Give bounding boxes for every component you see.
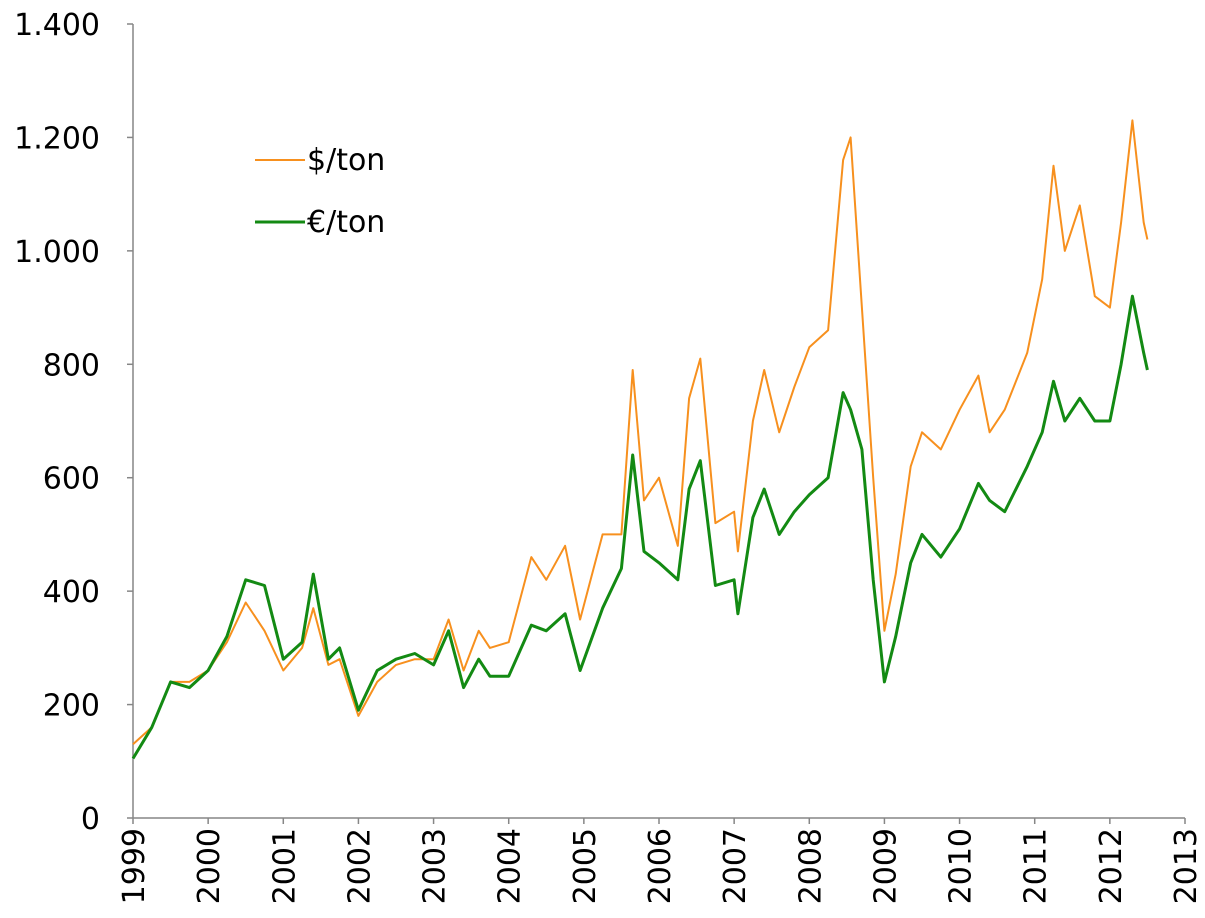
x-tick-label: 2011 (1019, 828, 1054, 904)
x-tick-label: 2000 (192, 828, 227, 904)
x-tick-label: 2010 (944, 828, 979, 904)
y-tick-label: 1.400 (14, 8, 100, 43)
y-tick-label: 0 (81, 802, 100, 837)
x-tick-label: 2003 (418, 828, 453, 904)
x-tick-label: 2005 (568, 828, 603, 904)
y-tick-label: 400 (43, 575, 100, 610)
legend-label: $/ton (307, 143, 385, 178)
x-tick-label: 2008 (793, 828, 828, 904)
x-tick-label: 2001 (267, 828, 302, 904)
x-tick-label: 2007 (718, 828, 753, 904)
x-tick-label: 2004 (493, 828, 528, 904)
x-tick-label: 2013 (1169, 828, 1204, 904)
y-tick-label: 600 (43, 462, 100, 497)
x-tick-label: 2012 (1094, 828, 1129, 904)
x-tick-label: 1999 (117, 828, 152, 904)
y-tick-label: 1.000 (14, 235, 100, 270)
line-series (132, 119, 1149, 746)
y-tick-label: 1.200 (14, 121, 100, 156)
line-series (131, 294, 1149, 760)
x-tick-label: 2002 (342, 828, 377, 904)
y-tick-label: 200 (43, 689, 100, 724)
y-tick-label: 800 (43, 348, 100, 383)
legend-label: €/ton (307, 205, 385, 240)
x-tick-label: 2006 (643, 828, 678, 904)
x-tick-label: 2009 (868, 828, 903, 904)
